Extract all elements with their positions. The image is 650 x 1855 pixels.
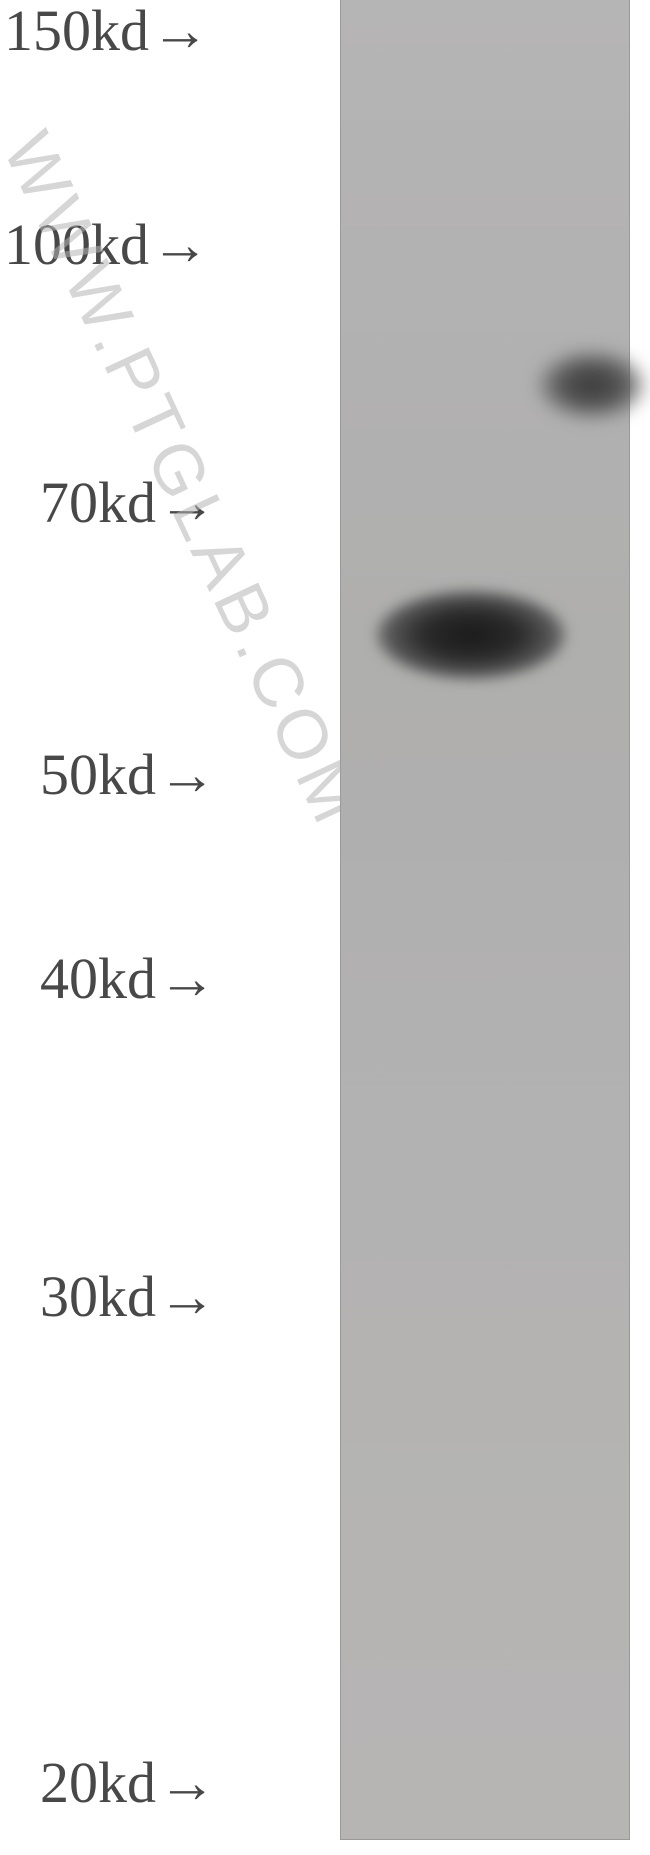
arrow-icon: → bbox=[158, 469, 216, 536]
mw-label-30: 30kd→ bbox=[40, 1266, 216, 1326]
band-faint-upper bbox=[537, 350, 647, 420]
mw-label-70: 70kd→ bbox=[40, 472, 216, 532]
mw-text: 150kd bbox=[4, 0, 149, 64]
mw-text: 20kd bbox=[40, 1749, 156, 1816]
band-primary bbox=[376, 590, 566, 680]
arrow-icon: → bbox=[158, 741, 216, 808]
mw-label-100: 100kd→ bbox=[4, 214, 209, 274]
mw-label-40: 40kd→ bbox=[40, 948, 216, 1008]
mw-text: 100kd bbox=[4, 211, 149, 278]
arrow-icon: → bbox=[158, 1749, 216, 1816]
arrow-icon: → bbox=[158, 1263, 216, 1330]
mw-text: 40kd bbox=[40, 945, 156, 1012]
arrow-icon: → bbox=[158, 945, 216, 1012]
mw-text: 50kd bbox=[40, 741, 156, 808]
mw-label-50: 50kd→ bbox=[40, 744, 216, 804]
mw-label-20: 20kd→ bbox=[40, 1752, 216, 1812]
arrow-icon: → bbox=[151, 0, 209, 64]
blot-lane bbox=[340, 0, 630, 1840]
western-blot-figure: 150kd→ 100kd→ 70kd→ 50kd→ 40kd→ 30kd→ 20… bbox=[0, 0, 650, 1855]
arrow-icon: → bbox=[151, 211, 209, 278]
mw-text: 70kd bbox=[40, 469, 156, 536]
mw-label-150: 150kd→ bbox=[4, 0, 209, 60]
mw-text: 30kd bbox=[40, 1263, 156, 1330]
